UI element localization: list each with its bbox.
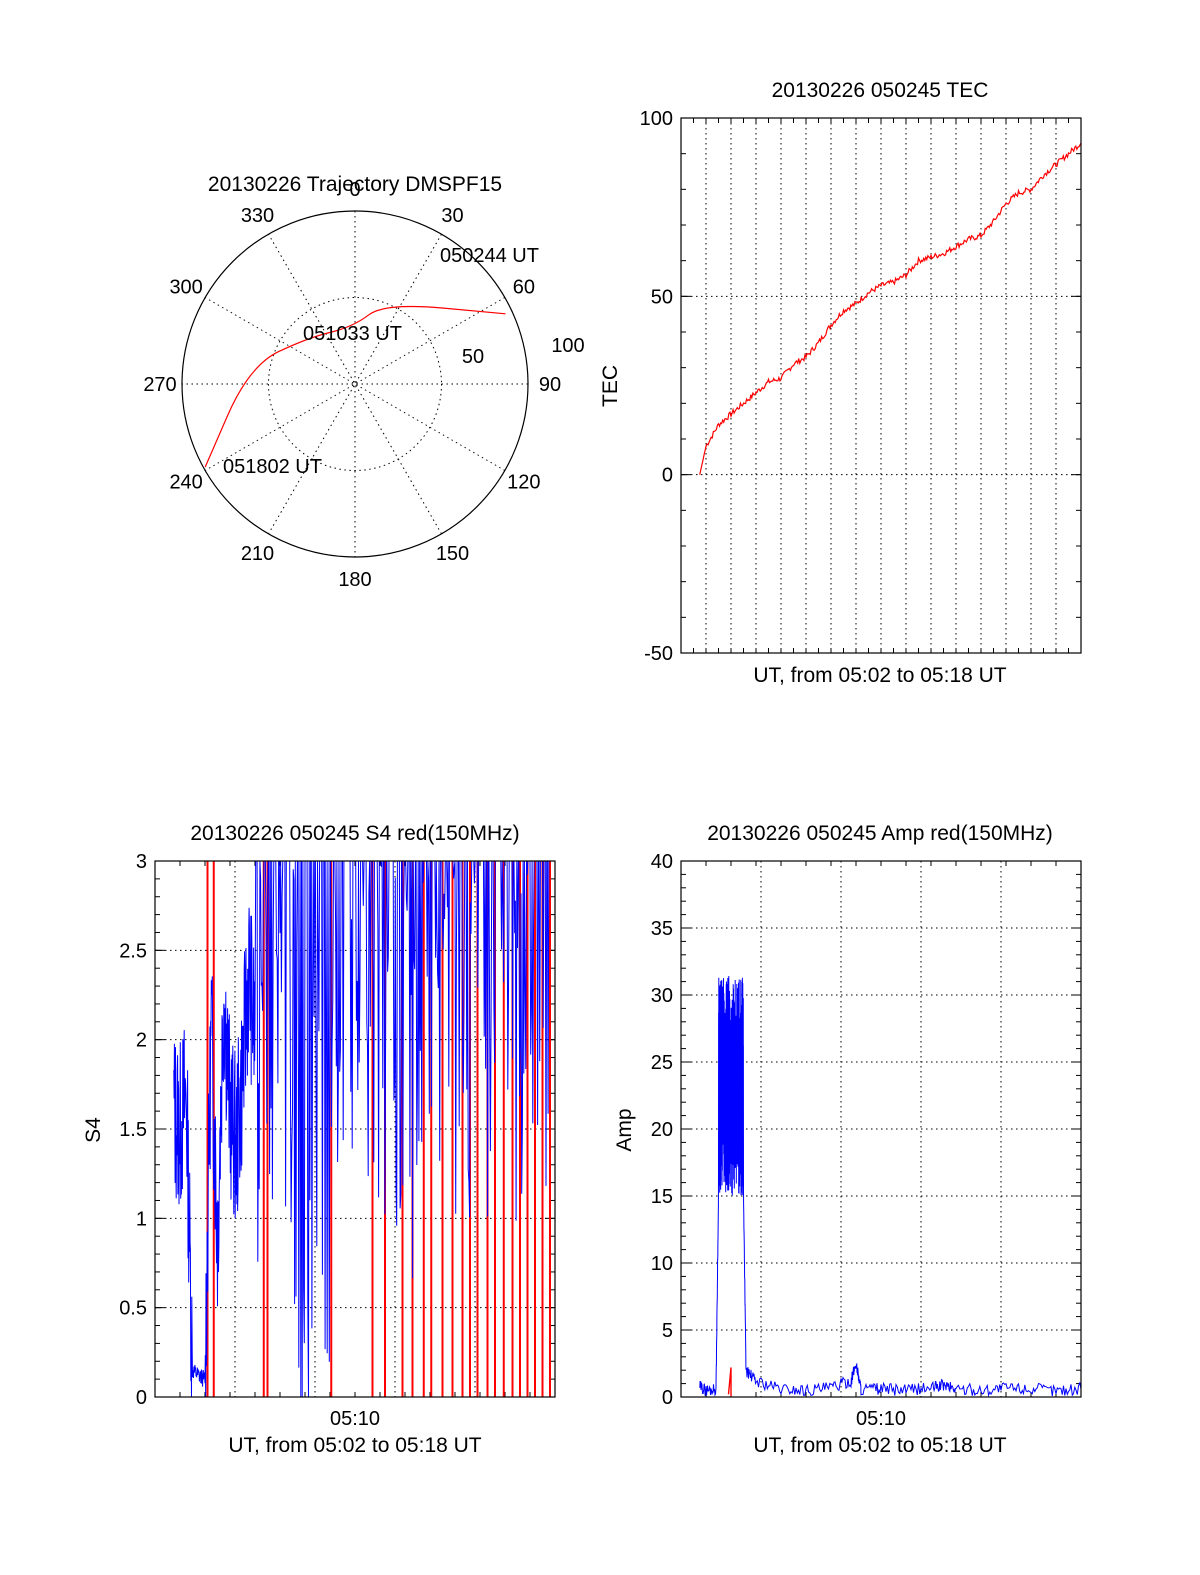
- polar-angle-label: 240: [169, 472, 202, 494]
- y-tick-label: 10: [651, 1253, 673, 1275]
- s4-xlabel: UT, from 05:02 to 05:18 UT: [228, 1434, 481, 1457]
- amp-chart: 20130226 050245 Amp red(150MHz) 0 5 10 15 20…: [613, 822, 1082, 1457]
- polar-annotation-end: 051802 UT: [223, 456, 322, 478]
- y-tick-label: 40: [651, 851, 673, 873]
- polar-outer-circle: [181, 210, 529, 558]
- y-tick-label: 1: [136, 1208, 147, 1230]
- polar-angle-label: 330: [241, 205, 274, 227]
- y-tick-label: 3: [136, 851, 147, 873]
- s4-xtick-label: 05:10: [330, 1408, 380, 1430]
- y-tick-label: 0.5: [119, 1298, 147, 1320]
- tec-grid: [680, 118, 1082, 653]
- y-tick-label: 0: [662, 1387, 673, 1409]
- polar-title: 20130226 Trajectory DMSPF15: [208, 173, 502, 196]
- polar-radius-labels: 50 100: [462, 335, 585, 368]
- s4-y-ticks: 0 0.5 1 1.5 2 2.5 3: [119, 851, 555, 1409]
- s4-title: 20130226 050245 S4 red(150MHz): [190, 822, 519, 845]
- tec-chart: 20130226 050245 TEC -50 0 50 100 TEC UT, fr…: [599, 79, 1082, 687]
- y-tick-label: 50: [651, 286, 673, 308]
- polar-radius-label: 50: [462, 346, 484, 368]
- polar-angle-label: 120: [507, 472, 540, 494]
- polar-angle-label: 0: [349, 179, 360, 201]
- tec-series-line: [699, 142, 1082, 475]
- tec-frame: [680, 117, 1082, 654]
- y-tick-label: 100: [640, 108, 673, 130]
- y-tick-label: 2.5: [119, 940, 147, 962]
- y-tick-label: 1.5: [119, 1119, 147, 1141]
- amp-ylabel: Amp: [613, 1108, 636, 1151]
- s4-ylabel: S4: [82, 1117, 105, 1143]
- amp-red-marks: [727, 1367, 732, 1397]
- polar-angle-label: 210: [241, 543, 274, 565]
- y-tick-label: 0: [136, 1387, 147, 1409]
- s4-frame: [154, 860, 556, 1398]
- amp-grid: [680, 861, 1082, 1397]
- y-tick-label: -50: [644, 643, 673, 665]
- polar-angle-label: 300: [169, 277, 202, 299]
- amp-xtick-label: 05:10: [856, 1408, 906, 1430]
- y-tick-label: 5: [662, 1320, 673, 1342]
- amp-y-ticks: 0 5 10 15 20 25 30 35 40: [651, 851, 1081, 1409]
- tec-xlabel: UT, from 05:02 to 05:18 UT: [753, 664, 1006, 687]
- polar-angle-label: 30: [441, 205, 463, 227]
- polar-angle-label: 150: [436, 543, 469, 565]
- polar-angle-label: 180: [338, 569, 371, 591]
- amp-title: 20130226 050245 Amp red(150MHz): [707, 822, 1053, 845]
- polar-radius-label: 100: [551, 335, 584, 357]
- y-tick-label: 35: [651, 918, 673, 940]
- polar-angle-labels: 0 30 60 90 120 150 180 210 240 270 300 330: [143, 179, 561, 591]
- polar-angle-label: 60: [513, 277, 535, 299]
- polar-trajectory-chart: 20130226 Trajectory DMSPF15 0 30 60 90 120 15…: [143, 173, 584, 591]
- polar-trajectory-line: [204, 305, 506, 468]
- y-tick-label: 30: [651, 985, 673, 1007]
- polar-angle-label: 90: [539, 374, 561, 396]
- polar-annotation-start: 050244 UT: [440, 245, 539, 267]
- tec-ylabel: TEC: [599, 365, 622, 407]
- s4-chart: 20130226 050245 S4 red(150MHz) 0 0.5 1 1.5 2…: [82, 822, 556, 1457]
- tec-title: 20130226 050245 TEC: [772, 79, 989, 102]
- y-tick-label: 0: [662, 465, 673, 487]
- y-tick-label: 25: [651, 1052, 673, 1074]
- y-tick-label: 15: [651, 1186, 673, 1208]
- amp-xlabel: UT, from 05:02 to 05:18 UT: [753, 1434, 1006, 1457]
- polar-grid: [182, 211, 528, 557]
- polar-angle-label: 270: [143, 374, 176, 396]
- y-tick-label: 20: [651, 1119, 673, 1141]
- amp-blue-line: [699, 975, 1082, 1398]
- amp-frame: [680, 860, 1082, 1398]
- polar-annotation-mid: 051033 UT: [303, 323, 402, 345]
- y-tick-label: 2: [136, 1030, 147, 1052]
